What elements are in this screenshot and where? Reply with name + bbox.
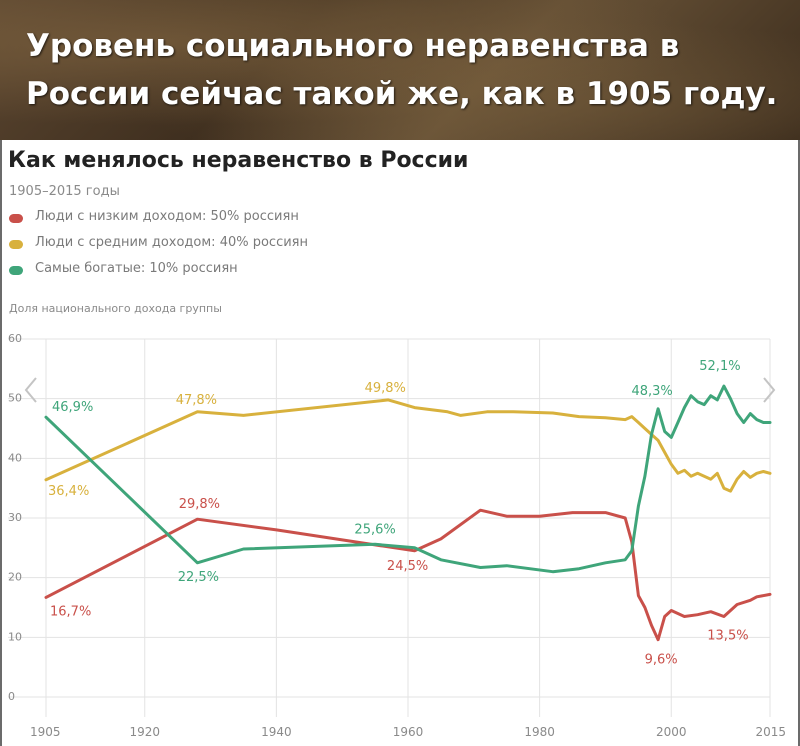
x-tick-label: 1960 [393,725,424,739]
data-label-middle-income: 49,8% [365,381,406,396]
y-tick-label: 50 [8,392,22,405]
series-line-middle-income [44,398,772,493]
series-line-low-income [44,508,772,642]
y-axis-label: Доля национального дохода группы [9,302,222,315]
x-tick-label: 2015 [755,725,786,739]
data-label-richest: 48,3% [631,384,672,399]
y-tick-label: 0 [8,690,15,703]
y-tick-label: 30 [8,511,22,524]
data-label-richest: 52,1% [699,359,740,374]
series-layer [44,384,772,642]
chart-title: Как менялось неравенство в России [8,148,469,173]
x-tick-label: 1920 [129,725,160,739]
legend-label-middle-income: Люди с средним доходом: 40% россиян [35,235,308,250]
banner-title: Уровень социального неравенства в России… [26,22,786,118]
chevron-left-icon[interactable] [24,377,37,403]
left-frame-line [0,140,2,746]
y-tick-label: 20 [8,571,22,584]
chevron-right-icon[interactable] [763,377,776,403]
y-tick-label: 10 [8,630,22,643]
data-label-low-income: 24,5% [387,559,428,574]
right-frame-line [798,140,800,746]
data-label-low-income: 13,5% [707,628,748,643]
x-tick-label: 2000 [656,725,687,739]
x-tick-label: 1905 [30,725,61,739]
legend-swatch-middle-income [9,240,23,249]
annotation-layer: 46,9% 36,4% 16,7% 47,8% 29,8% 22,5% 49,8% 25,6%… [48,359,749,668]
legend-swatch-richest [9,266,23,275]
chart-subtitle: 1905–2015 годы [9,184,120,199]
legend-label-low-income: Люди с низким доходом: 50% россиян [35,209,299,224]
data-label-low-income: 9,6% [645,653,678,668]
banner-title-line1: Уровень социального неравенства в [26,28,680,64]
data-label-richest: 25,6% [354,522,395,537]
carousel-nav-layer [24,377,776,403]
x-tick-label: 1940 [261,725,292,739]
legend-swatch-low-income [9,214,23,223]
data-label-middle-income: 36,4% [48,484,89,499]
y-tick-label: 40 [8,451,22,464]
data-label-low-income: 16,7% [50,604,91,619]
y-tick-label: 60 [8,332,22,345]
chart-card [0,140,800,746]
data-label-low-income: 29,8% [179,497,220,512]
banner-background: Уровень социального неравенства в России… [0,0,800,140]
series-line-richest [44,384,772,574]
data-label-middle-income: 47,8% [176,393,217,408]
tick-layer: 0 10 20 30 40 50 60 1905 1920 1940 1960 1980 2000 201… [8,332,786,739]
data-label-richest: 46,9% [52,400,93,415]
banner-title-line2: России сейчас такой же, как в 1905 году. [26,76,778,112]
legend-label-richest: Самые богатые: 10% россиян [35,261,238,276]
data-label-richest: 22,5% [178,570,219,585]
x-tick-label: 1980 [524,725,555,739]
